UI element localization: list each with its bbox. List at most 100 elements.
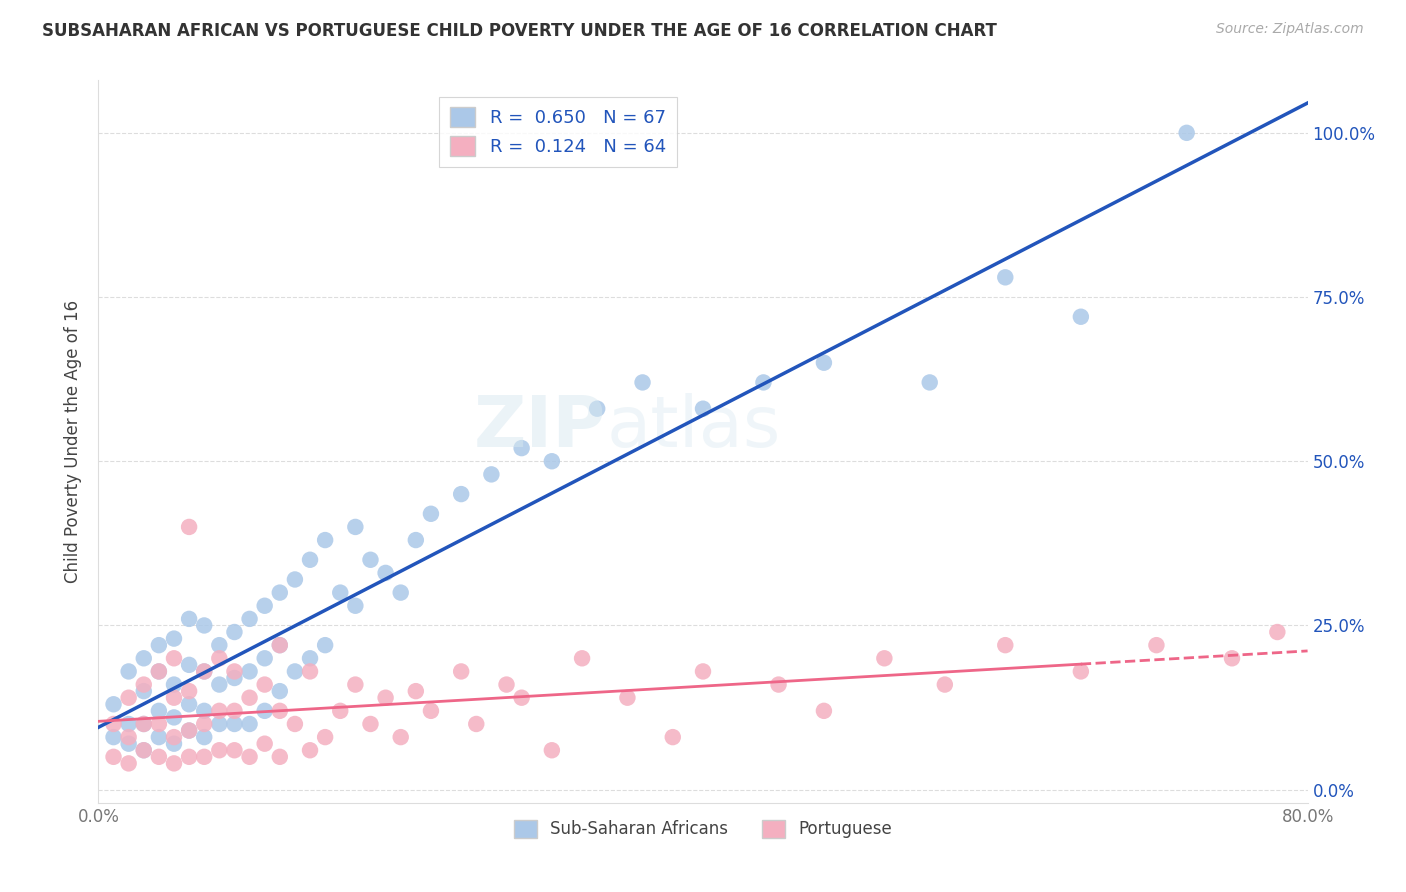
Point	[179, 612, 201, 626]
Point	[179, 723, 201, 738]
Point	[103, 730, 125, 744]
Point	[1267, 625, 1289, 640]
Point	[420, 704, 443, 718]
Point	[118, 665, 141, 679]
Point	[994, 270, 1017, 285]
Point	[224, 704, 246, 718]
Point	[103, 717, 125, 731]
Point	[239, 665, 262, 679]
Point	[179, 698, 201, 712]
Point	[163, 730, 186, 744]
Point	[873, 651, 896, 665]
Point	[299, 651, 322, 665]
Point	[163, 756, 186, 771]
Point	[118, 690, 141, 705]
Point	[934, 677, 956, 691]
Point	[163, 651, 186, 665]
Point	[329, 704, 352, 718]
Point	[299, 665, 322, 679]
Point	[284, 665, 307, 679]
Point	[389, 730, 412, 744]
Point	[329, 585, 352, 599]
Point	[405, 533, 427, 547]
Point	[450, 487, 472, 501]
Point	[132, 651, 155, 665]
Point	[148, 730, 170, 744]
Point	[118, 756, 141, 771]
Point	[148, 749, 170, 764]
Point	[148, 665, 170, 679]
Point	[163, 710, 186, 724]
Point	[374, 566, 396, 580]
Point	[163, 690, 186, 705]
Legend: Sub-Saharan Africans, Portuguese: Sub-Saharan Africans, Portuguese	[508, 813, 898, 845]
Point	[1070, 310, 1092, 324]
Point	[118, 717, 141, 731]
Point	[253, 704, 276, 718]
Point	[1144, 638, 1167, 652]
Point	[224, 625, 246, 640]
Point	[752, 376, 775, 390]
Point	[465, 717, 488, 731]
Point	[314, 730, 336, 744]
Point	[224, 717, 246, 731]
Point	[148, 638, 170, 652]
Point	[344, 677, 367, 691]
Point	[616, 690, 638, 705]
Point	[208, 743, 231, 757]
Point	[239, 749, 262, 764]
Point	[1175, 126, 1198, 140]
Point	[132, 717, 155, 731]
Point	[208, 651, 231, 665]
Point	[253, 599, 276, 613]
Point	[360, 553, 382, 567]
Point	[239, 690, 262, 705]
Point	[420, 507, 443, 521]
Point	[118, 730, 141, 744]
Point	[405, 684, 427, 698]
Point	[692, 401, 714, 416]
Text: atlas: atlas	[606, 392, 780, 461]
Point	[586, 401, 609, 416]
Point	[269, 638, 291, 652]
Y-axis label: Child Poverty Under the Age of 16: Child Poverty Under the Age of 16	[65, 300, 83, 583]
Point	[918, 376, 941, 390]
Point	[994, 638, 1017, 652]
Point	[692, 665, 714, 679]
Point	[495, 677, 517, 691]
Point	[179, 749, 201, 764]
Point	[224, 665, 246, 679]
Point	[208, 704, 231, 718]
Text: SUBSAHARAN AFRICAN VS PORTUGUESE CHILD POVERTY UNDER THE AGE OF 16 CORRELATION C: SUBSAHARAN AFRICAN VS PORTUGUESE CHILD P…	[42, 22, 997, 40]
Point	[344, 520, 367, 534]
Point	[193, 665, 215, 679]
Point	[239, 612, 262, 626]
Point	[344, 599, 367, 613]
Point	[510, 441, 533, 455]
Point	[768, 677, 790, 691]
Point	[239, 717, 262, 731]
Point	[179, 657, 201, 672]
Point	[284, 717, 307, 731]
Point	[208, 717, 231, 731]
Point	[132, 743, 155, 757]
Point	[148, 704, 170, 718]
Point	[269, 749, 291, 764]
Point	[450, 665, 472, 679]
Point	[179, 723, 201, 738]
Point	[284, 573, 307, 587]
Point	[163, 677, 186, 691]
Point	[299, 553, 322, 567]
Point	[510, 690, 533, 705]
Point	[813, 356, 835, 370]
Point	[193, 749, 215, 764]
Point	[132, 677, 155, 691]
Point	[269, 585, 291, 599]
Point	[661, 730, 683, 744]
Point	[360, 717, 382, 731]
Point	[1220, 651, 1243, 665]
Point	[193, 618, 215, 632]
Point	[103, 749, 125, 764]
Point	[813, 704, 835, 718]
Point	[103, 698, 125, 712]
